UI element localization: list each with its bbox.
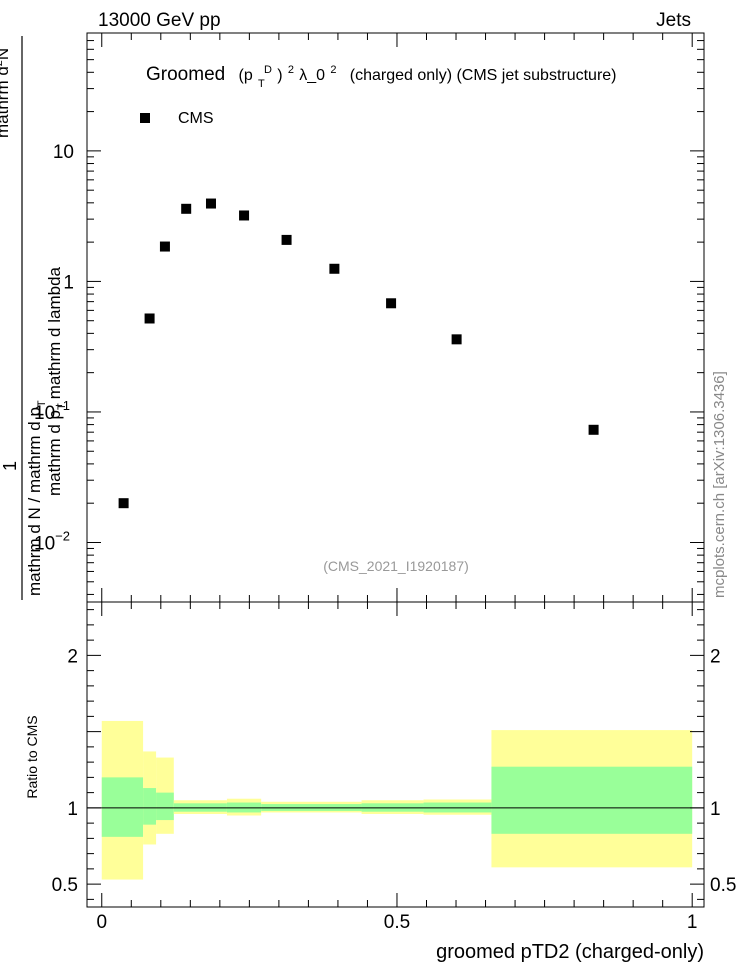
legend-label-cms: CMS (178, 110, 214, 127)
title-p-sup: D (264, 64, 272, 76)
ratio-inner-band (156, 792, 174, 821)
process-label: Jets (656, 10, 691, 31)
ratio-y-ticks: 0.5 0.5 1 1 2 2 (52, 609, 736, 900)
watermark: mcplots.cern.ch [arXiv:1306.3436] (711, 371, 728, 598)
plot-title: Groomed (p T D ) 2 λ_0 2 (charged only) … (146, 57, 617, 92)
ylabel-denominator-2: mathrm d pTmathrm d lambda (45, 266, 68, 496)
ratio-y-axis-label: Ratio to CMS (24, 715, 40, 798)
ratio-y-tick-label-right: 1 (710, 799, 721, 820)
ratio-inner-band (143, 788, 157, 825)
cms-data-point (281, 234, 292, 245)
cms-data-point (239, 210, 250, 221)
ratio-y-tick-label: 0.5 (52, 875, 78, 896)
ratio-frame (86, 601, 705, 908)
x-tick-label: 0.5 (384, 912, 410, 933)
cms-data-point (205, 198, 216, 209)
cms-data-point (386, 298, 397, 309)
main-panel: 10−2 10−1 1 10 Groomed (p T D ) 2 λ_0 2 (ch… (0, 32, 705, 603)
cms-data-point (329, 263, 340, 274)
x-axis-label: groomed pTD2 (charged-only) (436, 941, 704, 963)
title-p-pow: 2 (288, 64, 294, 76)
ratio-y-tick-label-right: 2 (710, 646, 721, 667)
cms-data-point (159, 241, 170, 252)
ratio-y-tick-label-right: 0.5 (710, 875, 736, 896)
ratio-y-tick-label: 2 (67, 646, 78, 667)
title-prefix: Groomed (146, 64, 225, 85)
cms-data-point (588, 424, 599, 435)
analysis-id: (CMS_2021_I1920187) (323, 558, 469, 574)
cms-data-points (118, 198, 599, 509)
main-y-tick-label: 10−2 (34, 528, 70, 554)
main-y-tick-label: 10−1 (34, 398, 70, 424)
ratio-y-tick-label: 1 (67, 799, 78, 820)
title-p-close: ) (277, 67, 282, 84)
energy-label: 13000 GeV pp (98, 10, 221, 31)
ratio-bands (101, 720, 693, 880)
main-y-ticks: 10−2 10−1 1 10 (34, 32, 704, 595)
main-y-tick-label: 1 (63, 272, 74, 293)
cms-data-point (144, 313, 155, 324)
ratio-x-ticks: 0 0.5 1 (96, 602, 697, 933)
ylabel-denominator-1: mathrm d N / mathrm d pT (25, 400, 48, 596)
title-p-sub: T (258, 78, 265, 90)
ratio-inner-band (101, 777, 144, 837)
cms-data-point (451, 334, 462, 345)
main-x-ticks (101, 33, 693, 602)
main-y-tick-label: 10 (53, 142, 74, 163)
ratio-inner-band (491, 766, 693, 834)
cms-data-point (118, 498, 129, 509)
ratio-panel: 0.5 0.51 12 2 0 0.5 1 Ratio to CMS groomed pT… (24, 601, 736, 963)
title-lambda-pow: 2 (330, 64, 336, 76)
ylabel-numerator: 1 (0, 461, 20, 471)
legend-marker-cms (140, 113, 150, 123)
cms-data-point (181, 203, 192, 214)
title-p: (p (238, 67, 252, 84)
ylabel-numerator-2: mathrm d2N (0, 48, 12, 138)
title-lambda: λ_0 (299, 67, 325, 84)
title-suffix: (charged only) (CMS jet substructure) (350, 67, 617, 84)
x-tick-label: 0 (96, 912, 107, 933)
x-tick-label: 1 (687, 912, 698, 933)
main-y-axis-label: 1 mathrm d N / mathrm d pT mathrm d pTma… (0, 36, 68, 600)
